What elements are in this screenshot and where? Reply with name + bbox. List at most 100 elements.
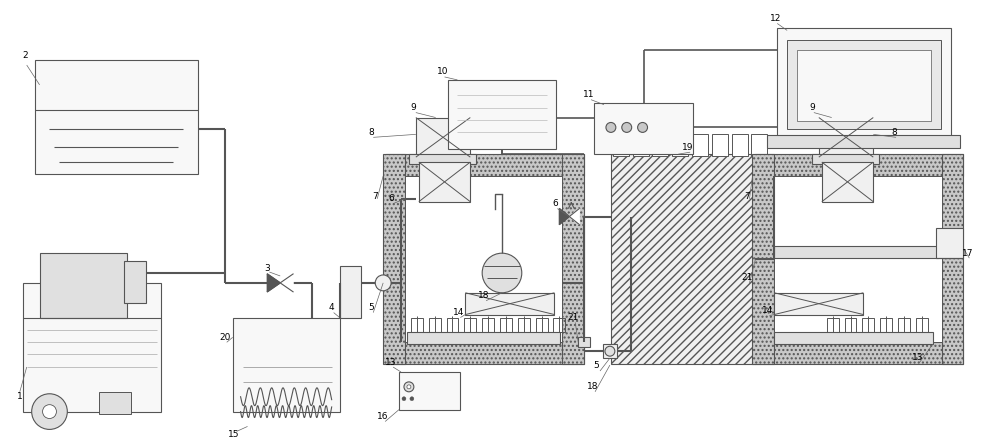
Bar	[411, 318, 423, 332]
Bar	[774, 246, 938, 258]
Bar	[751, 134, 767, 156]
Bar	[465, 293, 554, 315]
Bar	[845, 318, 856, 332]
Bar	[774, 293, 863, 315]
Bar	[553, 318, 565, 332]
Bar	[936, 228, 963, 258]
Text: 14: 14	[453, 308, 464, 317]
Bar	[405, 176, 562, 342]
Text: 17: 17	[962, 249, 973, 258]
Circle shape	[410, 397, 414, 401]
Text: 20: 20	[219, 333, 230, 342]
Bar	[35, 60, 198, 174]
Text: 18: 18	[587, 382, 599, 391]
Circle shape	[43, 405, 56, 418]
Bar	[399, 372, 460, 410]
Bar	[518, 318, 530, 332]
Bar	[755, 342, 963, 364]
Circle shape	[622, 122, 632, 132]
Bar	[383, 154, 405, 364]
Bar	[942, 154, 963, 364]
Bar	[880, 318, 892, 332]
Bar	[898, 318, 910, 332]
Polygon shape	[559, 209, 569, 224]
Bar	[124, 261, 146, 303]
Bar	[752, 154, 774, 364]
Bar	[633, 134, 649, 156]
Bar	[562, 154, 584, 364]
Text: 9: 9	[809, 103, 815, 112]
Bar	[340, 266, 361, 318]
Bar	[787, 40, 941, 129]
Text: 2: 2	[22, 51, 28, 60]
Bar	[578, 337, 590, 347]
Text: 7: 7	[372, 192, 378, 201]
Bar	[416, 117, 470, 157]
Bar	[429, 318, 441, 332]
Text: 21: 21	[568, 313, 579, 322]
Text: 7: 7	[745, 192, 750, 201]
Bar	[23, 283, 161, 411]
Bar	[99, 392, 131, 414]
Bar	[732, 134, 748, 156]
Bar	[774, 176, 942, 342]
Bar	[613, 134, 629, 156]
Bar	[386, 342, 584, 364]
Text: 8: 8	[368, 128, 374, 137]
Text: 11: 11	[583, 90, 595, 99]
Text: 19: 19	[682, 143, 694, 152]
Bar	[233, 318, 340, 411]
Text: 13: 13	[912, 352, 924, 362]
Bar	[777, 29, 951, 137]
Circle shape	[402, 397, 406, 401]
Circle shape	[407, 385, 411, 389]
Text: 6: 6	[388, 194, 394, 203]
Bar	[482, 318, 494, 332]
Text: 10: 10	[437, 67, 448, 77]
Bar	[594, 103, 693, 154]
Circle shape	[606, 122, 616, 132]
Bar	[407, 332, 560, 344]
Bar	[419, 162, 470, 202]
Bar	[692, 134, 708, 156]
Text: 3: 3	[264, 264, 270, 272]
Bar	[672, 134, 688, 156]
Text: 21: 21	[742, 273, 753, 282]
Circle shape	[32, 394, 67, 429]
Polygon shape	[280, 274, 293, 292]
Text: 18: 18	[478, 291, 490, 300]
Text: 4: 4	[329, 303, 334, 312]
Text: 12: 12	[770, 14, 781, 23]
Polygon shape	[569, 209, 579, 224]
Polygon shape	[267, 274, 280, 292]
Bar	[386, 154, 584, 176]
Circle shape	[605, 346, 615, 356]
Polygon shape	[611, 154, 755, 364]
Bar	[916, 318, 928, 332]
Circle shape	[482, 253, 522, 293]
Circle shape	[638, 122, 648, 132]
Text: 5: 5	[368, 303, 374, 312]
Text: 1: 1	[17, 392, 23, 401]
Bar	[447, 318, 458, 332]
Bar	[767, 136, 960, 148]
Bar	[464, 318, 476, 332]
Bar	[603, 344, 617, 358]
Bar	[862, 318, 874, 332]
Text: 9: 9	[410, 103, 416, 112]
Text: 15: 15	[228, 430, 239, 439]
Text: 6: 6	[553, 199, 558, 208]
Bar	[40, 253, 127, 318]
Bar	[652, 134, 668, 156]
Bar	[822, 162, 873, 202]
Bar	[500, 318, 512, 332]
Bar	[827, 318, 839, 332]
Text: 5: 5	[593, 360, 599, 370]
Bar	[409, 154, 476, 164]
Bar	[812, 154, 879, 164]
Text: 13: 13	[385, 358, 397, 367]
Bar	[797, 50, 931, 121]
Bar	[819, 117, 873, 157]
Circle shape	[375, 275, 391, 291]
Circle shape	[404, 382, 414, 392]
